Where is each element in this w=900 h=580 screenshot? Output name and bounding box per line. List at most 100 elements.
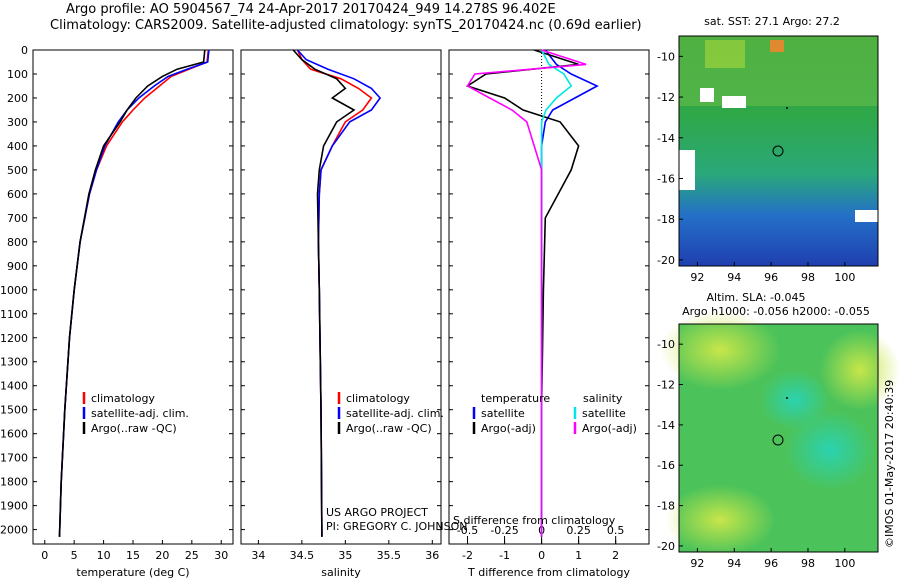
x-tick-label: 10: [97, 549, 111, 562]
difference-xlabel: T difference from climatology: [467, 566, 630, 579]
map-x-tick-label: 98: [801, 557, 815, 570]
figure-title-line2: Climatology: CARS2009. Satellite-adjuste…: [50, 18, 642, 33]
map-y-tick-label: -12: [657, 91, 675, 104]
sst-map-axes: 92 94 96 98 100 -10 -12 -14 -16 -18 -20: [657, 50, 855, 284]
sla-high-patch-1: [660, 310, 780, 390]
x-tick-label: 34.5: [290, 549, 315, 562]
depth-tick-label: 1500: [0, 404, 28, 417]
x-tick-label: 25: [185, 549, 199, 562]
x-tick-label: 5: [71, 549, 78, 562]
x-tick-label: 15: [126, 549, 140, 562]
map-y-tick-label: -12: [657, 379, 675, 392]
figure-title-line1: Argo profile: AO 5904567_74 24-Apr-2017 …: [66, 2, 556, 17]
x-tick-label: 0: [41, 549, 48, 562]
depth-tick-label: 1000: [0, 284, 28, 297]
map-y-tick-label: -18: [657, 500, 675, 513]
series-line-satellite-adj-clim-: [296, 49, 382, 537]
legend-label-s-argo: Argo(-adj): [582, 422, 637, 435]
sla-map-title: Altim. SLA: -0.045: [706, 291, 805, 304]
map-x-tick-label: 100: [834, 271, 855, 284]
map-x-tick-label: 98: [801, 271, 815, 284]
x-tick-label: 1: [575, 549, 582, 562]
legend-label-clim: climatology: [91, 392, 155, 405]
credit-project: US ARGO PROJECT: [326, 506, 428, 519]
depth-tick-label: 1400: [0, 380, 28, 393]
map-x-tick-label: 96: [764, 271, 778, 284]
depth-tick-label: 0: [21, 44, 28, 57]
x-tick-label: -2: [462, 549, 473, 562]
map-y-tick-label: -20: [657, 254, 675, 267]
legend-label-sat: satellite-adj. clim.: [91, 407, 189, 420]
sst-argo-location-marker: [772, 145, 784, 157]
sla-map-frame: [678, 323, 879, 553]
series-line-argo-raw-qc-: [58, 49, 206, 537]
map-x-tick-label: 100: [834, 557, 855, 570]
series-line-salinity-argo-adj-: [466, 49, 587, 537]
map-y-tick-label: -14: [657, 132, 675, 145]
x-tick-label: 35.5: [377, 549, 402, 562]
sla-argo-location-marker: [772, 434, 784, 446]
map-y-tick-label: -16: [657, 172, 675, 185]
depth-tick-label: 800: [7, 236, 28, 249]
legend-label-s-sat: satellite: [582, 407, 626, 420]
depth-tick-label: 900: [7, 260, 28, 273]
x-tick-label: 34: [251, 549, 265, 562]
sst-cloud-gap-1: [700, 88, 714, 102]
depth-tick-label: 700: [7, 212, 28, 225]
legend-label-t-argo: Argo(-adj): [481, 422, 536, 435]
depth-tick-label: 1100: [0, 308, 28, 321]
sst-cloud-gap-3: [679, 150, 695, 190]
series-line-temperature-argo-adj-: [465, 49, 580, 537]
profile-series: [58, 49, 599, 544]
depth-tick-label: 1300: [0, 356, 28, 369]
legend-temperature-heading: temperature: [481, 392, 550, 405]
series-line-climatology: [296, 49, 373, 537]
x-tick-label: 2: [612, 549, 619, 562]
depth-tick-label: 1900: [0, 500, 28, 513]
depth-tick-label: 300: [7, 116, 28, 129]
sla-high-patch-2: [820, 330, 900, 410]
map-y-tick-label: -20: [657, 540, 675, 553]
sla-map: 92 94 96 98 100 -10 -12 -14 -16 -18 -20: [657, 310, 900, 570]
x-tick-label: -1: [499, 549, 510, 562]
map-y-tick-label: -10: [657, 50, 675, 63]
x-tick-label: 30: [214, 549, 228, 562]
depth-tick-label: 200: [7, 92, 28, 105]
x-tick-label: 20: [155, 549, 169, 562]
difference-x-axis: -2 -1 0 1 2: [462, 540, 619, 562]
sla-argo-heights: Argo h1000: -0.056 h2000: -0.055: [682, 305, 870, 318]
legend-label-sat: satellite-adj. clim.: [346, 407, 444, 420]
x-tick-label: 35: [338, 549, 352, 562]
depth-tick-label: 1200: [0, 332, 28, 345]
legend-label-argo: Argo(..raw -QC): [346, 422, 432, 435]
depth-tick-label: 1800: [0, 476, 28, 489]
depth-axis: 0 100 200 300 400 500 600 700 800 900 1000 1100 1200…: [0, 44, 649, 537]
map-x-tick-label: 94: [727, 271, 741, 284]
s-tick-label: -0.25: [490, 524, 518, 537]
map-y-tick-label: -14: [657, 419, 675, 432]
depth-tick-label: 600: [7, 188, 28, 201]
legend-label-argo: Argo(..raw -QC): [91, 422, 177, 435]
sla-low-patch-1: [785, 410, 875, 490]
s-tick-label: 0.5: [607, 524, 625, 537]
difference-panel-frame: [448, 49, 650, 545]
salinity-x-axis: 34 34.5 35 35.5 36: [251, 540, 439, 562]
temperature-panel-frame: [32, 49, 234, 545]
temperature-x-axis: 0 5 10 15 20 25 30: [41, 540, 228, 562]
map-x-tick-label: 92: [690, 271, 704, 284]
salinity-legend: climatology satellite-adj. clim. Argo(..…: [337, 392, 444, 435]
difference-legend: temperature salinity satellite Argo(-adj…: [472, 392, 637, 435]
legend-label-t-sat: satellite: [481, 407, 525, 420]
depth-tick-label: 1600: [0, 428, 28, 441]
legend-label-clim: climatology: [346, 392, 410, 405]
map-x-tick-label: 96: [764, 557, 778, 570]
x-tick-label: 36: [425, 549, 439, 562]
temperature-legend: climatology satellite-adj. clim. Argo(..…: [82, 392, 189, 435]
depth-tick-label: 1700: [0, 452, 28, 465]
series-line-satellite-adj-clim-: [58, 49, 210, 537]
sst-hot-pixel: [770, 40, 784, 52]
series-line-climatology: [58, 49, 210, 537]
sst-cloud-gap-4: [855, 210, 878, 222]
depth-tick-label: 400: [7, 140, 28, 153]
